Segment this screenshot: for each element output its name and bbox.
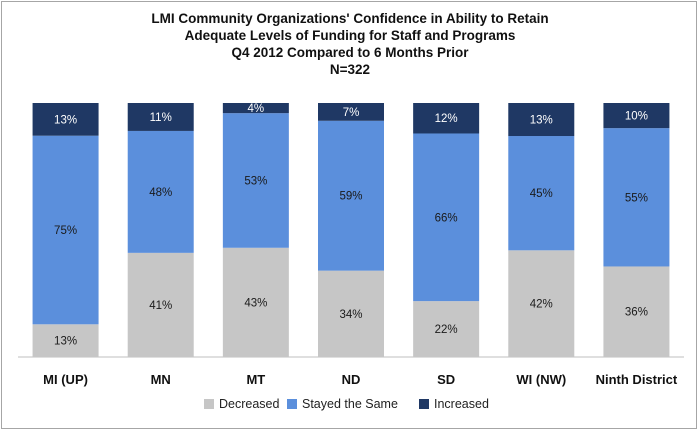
chart-title: LMI Community Organizations' Confidence … xyxy=(0,10,700,78)
bar-nd-decreased xyxy=(318,270,384,357)
bar-wi-nw-decreased xyxy=(508,250,575,357)
bars-group: 13% 75% 13% 41% 48% 11% 43% 53% 4% 34% 59% 7% 22% 66%… xyxy=(32,103,670,357)
data-label-mi-up-stayed-the-same: 75% xyxy=(54,225,77,237)
bar-wi-nw-increased xyxy=(508,103,575,137)
x-tick-label-mt: MT xyxy=(246,372,265,387)
data-label-nd-decreased: 34% xyxy=(339,309,362,321)
data-label-ninth-district-decreased: 36% xyxy=(625,307,648,319)
data-label-mt-increased: 4% xyxy=(248,103,265,115)
legend-swatch-stayed-the-same xyxy=(287,399,297,409)
chart-title-line-2: Adequate Levels of Funding for Staff and… xyxy=(184,28,516,43)
bar-mi-up-stayed-the-same xyxy=(32,135,99,325)
bar-mi-up-increased xyxy=(32,103,99,136)
data-label-mi-up-increased: 13% xyxy=(54,114,77,126)
bar-ninth-district-decreased xyxy=(603,266,670,357)
category-labels: MI (UP) MN MT ND SD WI (NW) Ninth District xyxy=(43,372,678,387)
data-label-sd-increased: 12% xyxy=(435,113,458,125)
bar-mt-decreased xyxy=(222,247,289,357)
legend-swatch-decreased xyxy=(204,399,214,409)
data-label-nd-increased: 7% xyxy=(343,107,360,119)
x-tick-label-ninth-district: Ninth District xyxy=(596,372,678,387)
bar-nd-stayed-the-same xyxy=(318,120,384,271)
chart-title-line-4: N=322 xyxy=(329,62,371,77)
bar-mi-up-decreased xyxy=(32,324,99,357)
chart-title-line-1: LMI Community Organizations' Confidence … xyxy=(151,11,549,26)
x-tick-label-mi-up: MI (UP) xyxy=(43,372,88,387)
data-label-mt-decreased: 43% xyxy=(244,297,267,309)
data-label-mn-stayed-the-same: 48% xyxy=(149,187,172,199)
data-label-mt-stayed-the-same: 53% xyxy=(244,175,267,187)
x-tick-label-mn: MN xyxy=(151,372,171,387)
bar-ninth-district-stayed-the-same xyxy=(603,128,670,267)
bar-mn-increased xyxy=(127,103,194,131)
legend-label-stayed-the-same: Stayed the Same xyxy=(302,397,398,411)
data-label-wi-nw-decreased: 42% xyxy=(530,299,553,311)
bar-mn-stayed-the-same xyxy=(127,130,194,253)
data-label-sd-stayed-the-same: 66% xyxy=(435,212,458,224)
bar-sd-increased xyxy=(413,103,480,134)
legend-label-decreased: Decreased xyxy=(219,397,279,411)
x-tick-label-sd: SD xyxy=(437,372,455,387)
data-label-mn-increased: 11% xyxy=(150,112,172,124)
bar-mt-stayed-the-same xyxy=(222,113,289,248)
bar-nd-increased xyxy=(318,103,384,121)
bar-ninth-district-increased xyxy=(603,103,670,129)
bar-sd-stayed-the-same xyxy=(413,133,480,302)
data-label-wi-nw-stayed-the-same: 45% xyxy=(530,188,553,200)
data-label-ninth-district-increased: 10% xyxy=(625,111,648,123)
x-tick-label-wi-nw: WI (NW) xyxy=(516,372,566,387)
legend: Decreased Stayed the Same Increased xyxy=(204,397,489,411)
bar-mn-decreased xyxy=(127,252,194,357)
data-label-nd-stayed-the-same: 59% xyxy=(339,191,362,203)
bar-wi-nw-stayed-the-same xyxy=(508,136,575,251)
bar-mt-increased xyxy=(222,103,289,114)
legend-swatch-increased xyxy=(419,399,429,409)
legend-label-increased: Increased xyxy=(434,397,489,411)
data-label-mn-decreased: 41% xyxy=(149,300,172,312)
chart-title-line-3: Q4 2012 Compared to 6 Months Prior xyxy=(231,45,469,60)
data-label-mi-up-decreased: 13% xyxy=(54,336,77,348)
bar-sd-decreased xyxy=(413,301,480,357)
data-label-wi-nw-increased: 13% xyxy=(530,115,553,127)
x-tick-label-nd: ND xyxy=(342,372,361,387)
data-label-sd-decreased: 22% xyxy=(435,324,458,336)
data-label-ninth-district-stayed-the-same: 55% xyxy=(625,192,648,204)
